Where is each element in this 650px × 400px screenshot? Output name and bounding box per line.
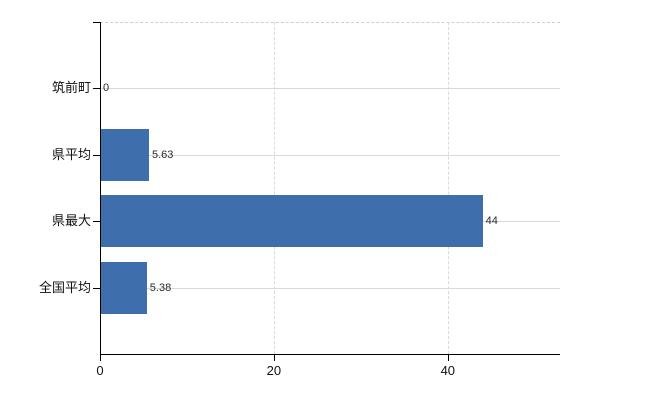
category-tick [93, 88, 100, 90]
x-tick-label: 20 [266, 363, 282, 378]
h-gridline [101, 154, 560, 156]
category-tick [93, 287, 100, 289]
x-tick [273, 355, 275, 361]
bar-value-label: 0 [103, 82, 110, 95]
bar-value-label: 44 [485, 215, 498, 228]
x-tick-label: 0 [96, 363, 104, 378]
category-label: 県平均 [51, 146, 91, 162]
h-gridline [101, 287, 560, 289]
v-gridline [447, 22, 449, 354]
category-label: 筑前町 [51, 80, 91, 96]
h-gridline [101, 88, 560, 90]
category-tick [93, 221, 100, 223]
plot-top-border [100, 22, 560, 23]
bar-value-label: 5.38 [149, 281, 172, 294]
x-tick-label: 40 [440, 363, 456, 378]
x-tick [100, 355, 101, 361]
bar-value-label: 5.63 [151, 148, 174, 161]
bar [101, 195, 483, 248]
axis-top-tick [93, 22, 100, 23]
category-label: 全国平均 [38, 279, 91, 295]
v-gridline [273, 22, 275, 354]
category-tick [93, 154, 100, 156]
bar [101, 128, 149, 181]
x-axis-line [100, 354, 560, 355]
bar [101, 261, 147, 314]
category-label: 県最大 [51, 213, 91, 229]
x-tick [447, 355, 449, 361]
y-axis-line [100, 22, 101, 354]
